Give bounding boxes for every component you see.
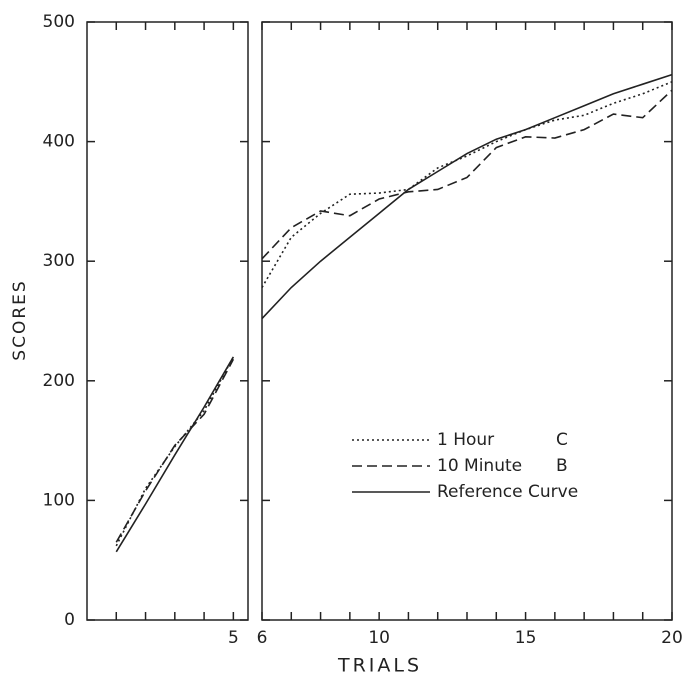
- x-tick-label: 6: [257, 628, 268, 648]
- x-tick-label: 10: [368, 628, 390, 648]
- line-series: [261, 89, 673, 260]
- x-tick-label: 15: [515, 628, 537, 648]
- y-tick-label: 0: [64, 610, 75, 630]
- line-series: [115, 356, 235, 553]
- legend-label: 1 Hour: [437, 430, 494, 450]
- line-series: [115, 358, 235, 543]
- legend-label: 10 Minute: [437, 456, 522, 476]
- panel-frame: [86, 21, 249, 621]
- line-series: [261, 73, 673, 320]
- x-axis-label: TRIALS: [337, 655, 422, 677]
- line-series: [115, 356, 235, 547]
- y-tick-label: 300: [43, 251, 75, 271]
- y-axis-label: SCORES: [10, 279, 30, 360]
- y-tick-label: 400: [43, 132, 75, 152]
- legend-group: C: [556, 430, 568, 450]
- y-tick-label: 200: [43, 371, 75, 391]
- legend-label: Reference Curve: [437, 482, 578, 502]
- line-series: [261, 81, 673, 288]
- x-tick-label: 20: [661, 628, 683, 648]
- y-tick-label: 100: [43, 490, 75, 510]
- legend-group: B: [556, 456, 568, 476]
- panel-frame: [261, 21, 673, 621]
- y-tick-label: 500: [43, 12, 75, 32]
- x-tick-label: 5: [228, 628, 239, 648]
